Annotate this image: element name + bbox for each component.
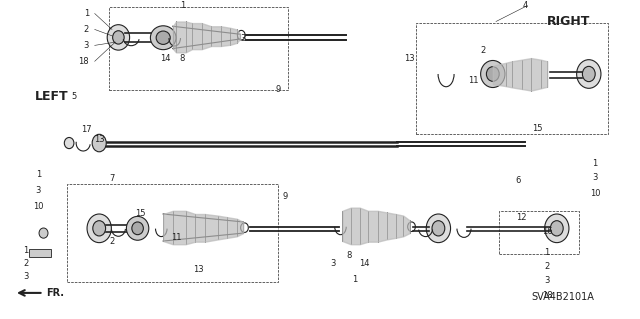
Text: 12: 12: [516, 213, 527, 222]
Text: 1: 1: [180, 1, 185, 10]
Text: 2: 2: [545, 262, 550, 271]
Ellipse shape: [65, 137, 74, 149]
Text: 1: 1: [353, 275, 358, 284]
Text: 17: 17: [81, 125, 92, 134]
Text: 18: 18: [78, 57, 88, 66]
Ellipse shape: [132, 222, 143, 235]
Text: 15: 15: [532, 123, 543, 133]
Ellipse shape: [113, 31, 124, 44]
Text: 3: 3: [545, 276, 550, 285]
Text: 13: 13: [94, 135, 104, 144]
Text: 5: 5: [71, 92, 76, 101]
Text: 10: 10: [590, 189, 600, 198]
Text: 1: 1: [23, 246, 28, 255]
Ellipse shape: [481, 61, 505, 87]
Ellipse shape: [108, 25, 129, 50]
Text: FR.: FR.: [46, 288, 64, 298]
Ellipse shape: [87, 214, 111, 243]
Text: 3: 3: [23, 271, 28, 280]
Bar: [499, 211, 579, 254]
Text: 1: 1: [545, 248, 550, 257]
Ellipse shape: [486, 67, 499, 81]
Bar: [109, 7, 288, 90]
Text: 3: 3: [593, 173, 598, 182]
Text: 7: 7: [109, 174, 115, 183]
Text: 3: 3: [84, 41, 89, 50]
Ellipse shape: [426, 214, 451, 243]
Text: 13: 13: [404, 54, 415, 63]
Text: 8: 8: [346, 251, 351, 260]
Text: 16: 16: [542, 227, 552, 236]
Text: 1: 1: [36, 170, 41, 179]
Text: 18: 18: [542, 291, 552, 300]
Bar: [416, 23, 608, 134]
Text: 3: 3: [330, 259, 335, 268]
Ellipse shape: [582, 66, 595, 82]
Text: 9: 9: [276, 85, 281, 94]
Text: 2: 2: [23, 259, 28, 268]
Ellipse shape: [150, 26, 176, 50]
Ellipse shape: [93, 221, 106, 236]
Text: 14: 14: [160, 54, 170, 63]
Text: 15: 15: [136, 210, 146, 219]
Text: 1: 1: [593, 159, 598, 167]
Text: 2: 2: [481, 46, 486, 55]
Text: 11: 11: [468, 76, 479, 85]
Text: 2: 2: [109, 237, 115, 246]
Text: 13: 13: [193, 265, 204, 274]
Bar: [29, 249, 51, 257]
Text: 4: 4: [522, 1, 527, 10]
Text: 2: 2: [84, 25, 89, 34]
Text: SVA4B2101A: SVA4B2101A: [531, 292, 594, 302]
Ellipse shape: [39, 228, 48, 238]
Text: 6: 6: [516, 176, 521, 185]
Text: 3: 3: [36, 186, 41, 195]
Ellipse shape: [432, 221, 445, 236]
Text: LEFT: LEFT: [35, 90, 69, 103]
Text: RIGHT: RIGHT: [547, 15, 591, 28]
Ellipse shape: [127, 216, 148, 240]
Text: 11: 11: [171, 234, 181, 242]
Ellipse shape: [577, 60, 601, 88]
Text: 8: 8: [180, 54, 185, 63]
Text: 10: 10: [33, 202, 44, 211]
Ellipse shape: [550, 221, 563, 236]
Text: 14: 14: [360, 259, 370, 268]
Ellipse shape: [156, 31, 170, 44]
Text: 9: 9: [282, 192, 287, 201]
Text: 3: 3: [241, 34, 246, 43]
Ellipse shape: [92, 134, 106, 152]
Ellipse shape: [545, 214, 569, 243]
Text: 1: 1: [84, 9, 89, 18]
Bar: [67, 184, 278, 282]
